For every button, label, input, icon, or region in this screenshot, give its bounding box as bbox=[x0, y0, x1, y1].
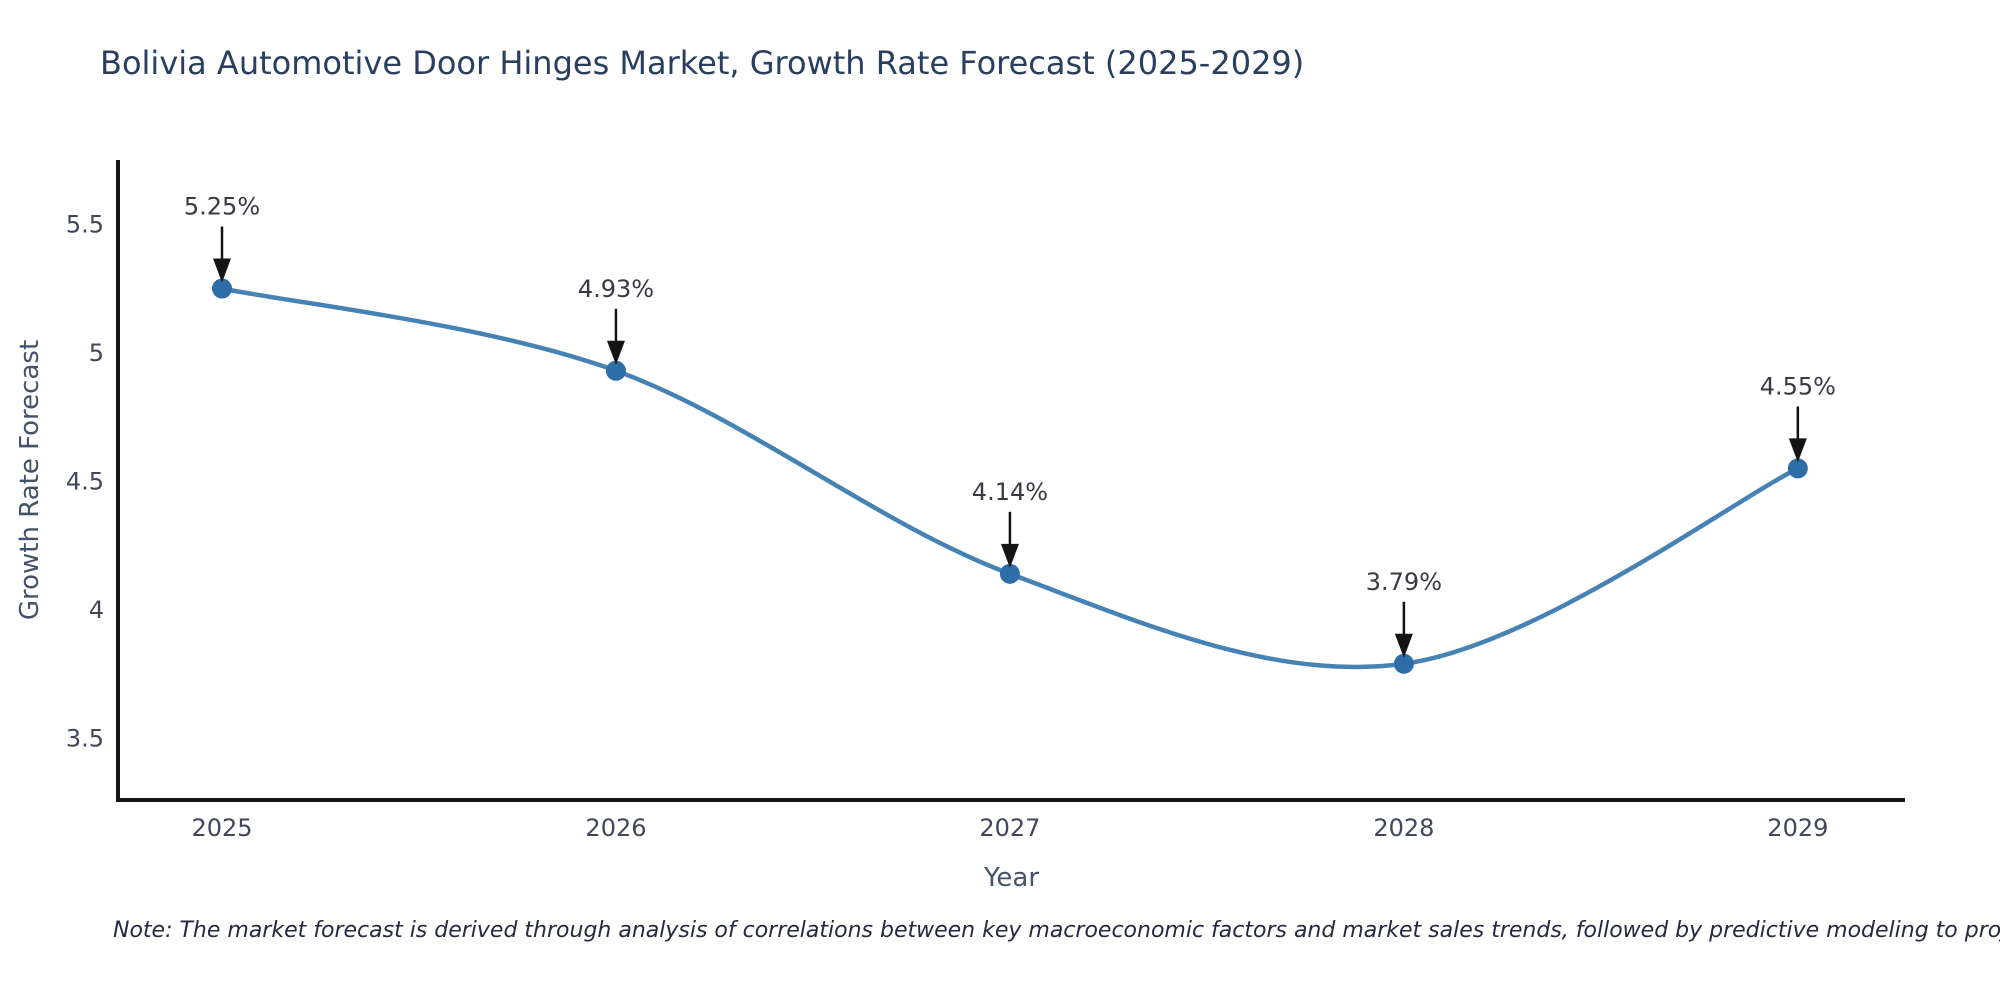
data-point-marker bbox=[605, 360, 626, 381]
data-point-marker bbox=[999, 563, 1020, 584]
y-axis-title: Growth Rate Forecast bbox=[15, 340, 45, 620]
annotation-arrowhead bbox=[1000, 543, 1019, 568]
x-tick-label: 2025 bbox=[191, 814, 252, 842]
y-tick-label: 4 bbox=[89, 596, 104, 624]
annotation-label: 3.79% bbox=[1366, 568, 1442, 596]
annotation-label: 4.55% bbox=[1760, 372, 1836, 400]
annotation-arrowhead bbox=[1788, 438, 1807, 463]
x-tick-label: 2027 bbox=[979, 814, 1040, 842]
x-axis-title: Year bbox=[983, 863, 1039, 893]
annotation-arrowhead bbox=[606, 340, 625, 365]
data-point-marker bbox=[1787, 458, 1808, 479]
data-point-marker bbox=[212, 278, 233, 299]
y-tick-label: 5 bbox=[89, 339, 104, 367]
annotation-label: 4.14% bbox=[972, 478, 1048, 506]
data-point-marker bbox=[1393, 653, 1414, 674]
y-tick-label: 3.5 bbox=[66, 724, 104, 752]
y-tick-label: 4.5 bbox=[66, 467, 104, 495]
chart-title: Bolivia Automotive Door Hinges Market, G… bbox=[100, 44, 1305, 82]
x-tick-label: 2026 bbox=[585, 814, 646, 842]
x-tick-label: 2029 bbox=[1767, 814, 1828, 842]
x-tick-label: 2028 bbox=[1373, 814, 1434, 842]
annotation-label: 4.93% bbox=[578, 275, 654, 303]
y-tick-label: 5.5 bbox=[66, 210, 104, 238]
annotation-arrowhead bbox=[213, 258, 232, 283]
annotation-arrowhead bbox=[1394, 633, 1413, 658]
footnote: Note: The market forecast is derived thr… bbox=[113, 918, 2000, 943]
annotation-label: 5.25% bbox=[184, 193, 260, 221]
